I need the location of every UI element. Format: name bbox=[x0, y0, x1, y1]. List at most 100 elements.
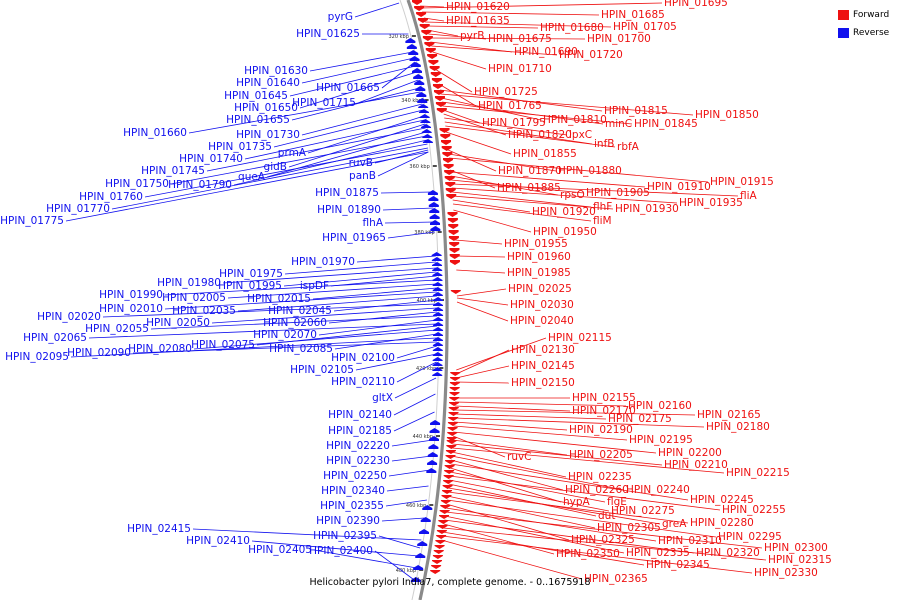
scale-tick-label: 340 kbp bbox=[401, 98, 421, 104]
gene-label-hpin-02365: HPIN_02365 bbox=[584, 573, 648, 585]
forward-gene-arrow-6 bbox=[422, 36, 433, 41]
gene-label-hpin-02195: HPIN_02195 bbox=[629, 434, 693, 446]
forward-gene-arrow-43 bbox=[443, 158, 454, 163]
reverse-gene-arrow-30 bbox=[418, 104, 429, 108]
leader-line-hpin-01630 bbox=[309, 51, 413, 72]
leader-line-hpin-02235 bbox=[451, 451, 567, 478]
gene-label-hpin-02240: HPIN_02240 bbox=[626, 484, 690, 496]
leader-line-hpin-02300 bbox=[445, 511, 763, 549]
gene-label-pyrg: pyrG bbox=[328, 11, 353, 23]
gene-label-hpin-02110: HPIN_02110 bbox=[331, 376, 395, 388]
scale-tick-label: 480 kbp bbox=[396, 568, 416, 574]
reverse-gene-arrow-23 bbox=[410, 62, 421, 67]
gene-label-hpin-02175: HPIN_02175 bbox=[608, 413, 672, 425]
leader-line-hpin-01735 bbox=[273, 109, 424, 148]
gene-label-hpin-01910: HPIN_01910 bbox=[647, 181, 711, 193]
leader-line-hpin-02085 bbox=[334, 333, 438, 350]
leader-line-hpin-02240 bbox=[451, 455, 625, 491]
forward-gene-arrow-122 bbox=[442, 485, 453, 489]
leader-line-hpin-01645 bbox=[289, 65, 416, 97]
reverse-gene-arrow-106 bbox=[430, 420, 441, 425]
gene-label-hpin-02040: HPIN_02040 bbox=[510, 315, 574, 327]
gene-label-hpin-02310: HPIN_02310 bbox=[658, 535, 722, 547]
forward-gene-arrow-102 bbox=[447, 422, 458, 426]
gene-label-hpin-01810: HPIN_01810 bbox=[543, 114, 607, 126]
forward-gene-arrow-4 bbox=[419, 24, 430, 29]
reverse-gene-arrow-83 bbox=[432, 337, 443, 341]
gene-label-hpin-01750: HPIN_01750 bbox=[105, 178, 169, 190]
forward-gene-arrow-38 bbox=[439, 128, 450, 133]
leader-line-hpin-01725 bbox=[436, 69, 473, 93]
gene-label-hpin-01675: HPIN_01675 bbox=[488, 33, 552, 45]
gene-label-hpin-01770: HPIN_01770 bbox=[46, 203, 110, 215]
leader-line-hpin-01745 bbox=[206, 127, 426, 172]
gene-label-hpin-01875: HPIN_01875 bbox=[315, 187, 379, 199]
gene-label-hpin-01905: HPIN_01905 bbox=[586, 187, 650, 199]
reverse-gene-arrow-140 bbox=[422, 505, 433, 510]
forward-gene-arrow-57 bbox=[447, 212, 458, 217]
gene-label-hpin-02220: HPIN_02220 bbox=[326, 440, 390, 452]
gene-label-hpin-01680: HPIN_01680 bbox=[540, 22, 604, 34]
leader-line-hpin-01770 bbox=[111, 147, 429, 210]
forward-gene-arrow-62 bbox=[449, 242, 460, 247]
leader-line-hpin-02065 bbox=[88, 323, 438, 339]
leader-line-hpin-01695 bbox=[420, 2, 663, 9]
reverse-gene-arrow-88 bbox=[432, 362, 443, 366]
reverse-gene-arrow-109 bbox=[428, 444, 439, 449]
gene-label-hpin-02045: HPIN_02045 bbox=[268, 305, 332, 317]
leader-line-hpin-01970 bbox=[356, 255, 436, 263]
genome-backbone-arc bbox=[406, 0, 449, 600]
reverse-gene-arrow-37 bbox=[422, 139, 433, 143]
forward-gene-arrow-94 bbox=[449, 382, 460, 386]
legend-label-forward: Forward bbox=[853, 10, 890, 20]
gene-label-hpin-01915: HPIN_01915 bbox=[710, 176, 774, 188]
leader-line-dut bbox=[448, 483, 597, 517]
gene-label-hpin-01725: HPIN_01725 bbox=[474, 86, 538, 98]
gene-label-lpxc: lpxC bbox=[569, 129, 592, 141]
leader-line-minc bbox=[441, 101, 604, 125]
forward-gene-arrow-63 bbox=[449, 248, 460, 253]
leader-line-hpin-01700 bbox=[429, 37, 586, 40]
gene-label-hpin-01950: HPIN_01950 bbox=[533, 226, 597, 238]
leader-line-hpin-02035 bbox=[237, 295, 437, 312]
leader-line-hpin-02105 bbox=[355, 353, 437, 371]
reverse-gene-arrow-79 bbox=[433, 317, 444, 321]
forward-gene-arrow-132 bbox=[436, 535, 447, 539]
forward-gene-arrow-58 bbox=[447, 218, 458, 223]
leader-line-hpin-02180 bbox=[454, 417, 705, 428]
gene-label-hpin-02345: HPIN_02345 bbox=[646, 559, 710, 571]
forward-gene-arrow-118 bbox=[444, 465, 455, 469]
leader-line-hpin-01650 bbox=[299, 71, 417, 109]
forward-gene-arrow-0 bbox=[412, 0, 422, 5]
gene-label-minc: minC bbox=[605, 118, 632, 130]
leader-line-hpin-01775 bbox=[65, 151, 429, 222]
reverse-gene-arrow-32 bbox=[419, 114, 430, 118]
forward-gene-arrow-9 bbox=[427, 54, 438, 59]
reverse-gene-arrow-67 bbox=[431, 257, 442, 261]
gene-label-hpin-01965: HPIN_01965 bbox=[322, 232, 386, 244]
leader-line-hpin-01955 bbox=[455, 239, 503, 245]
reverse-gene-arrow-19 bbox=[405, 38, 416, 43]
leader-line-hpin-02030 bbox=[456, 297, 509, 306]
gene-label-hpin-01985: HPIN_01985 bbox=[507, 267, 571, 279]
leader-line-flia bbox=[451, 183, 739, 197]
gene-label-hpin-02320: HPIN_02320 bbox=[696, 547, 760, 559]
leader-line-hpin-02205 bbox=[452, 439, 568, 456]
leader-line-hpin-02140 bbox=[393, 393, 436, 416]
leader-line-hpin-01960 bbox=[455, 255, 506, 258]
forward-gene-arrow-115 bbox=[445, 450, 456, 454]
gene-label-hpin-02295: HPIN_02295 bbox=[718, 531, 782, 543]
gene-label-hpin-02245: HPIN_02245 bbox=[690, 494, 754, 506]
gene-label-hpin-02030: HPIN_02030 bbox=[510, 299, 574, 311]
gene-label-hpin-02390: HPIN_02390 bbox=[316, 515, 380, 527]
leader-line-hpin-01820 bbox=[443, 113, 507, 136]
leader-line-pyrg bbox=[354, 2, 400, 18]
gene-label-hpin-02085: HPIN_02085 bbox=[269, 343, 333, 355]
leader-line-hpin-01740 bbox=[244, 119, 425, 160]
leader-line-gidb bbox=[288, 123, 426, 168]
reverse-gene-arrow-28 bbox=[416, 92, 427, 97]
reverse-gene-arrow-107 bbox=[429, 428, 440, 433]
gene-label-hpin-02100: HPIN_02100 bbox=[331, 352, 395, 364]
leader-line-hpin-02220 bbox=[391, 439, 433, 447]
forward-gene-arrow-136 bbox=[432, 555, 443, 559]
